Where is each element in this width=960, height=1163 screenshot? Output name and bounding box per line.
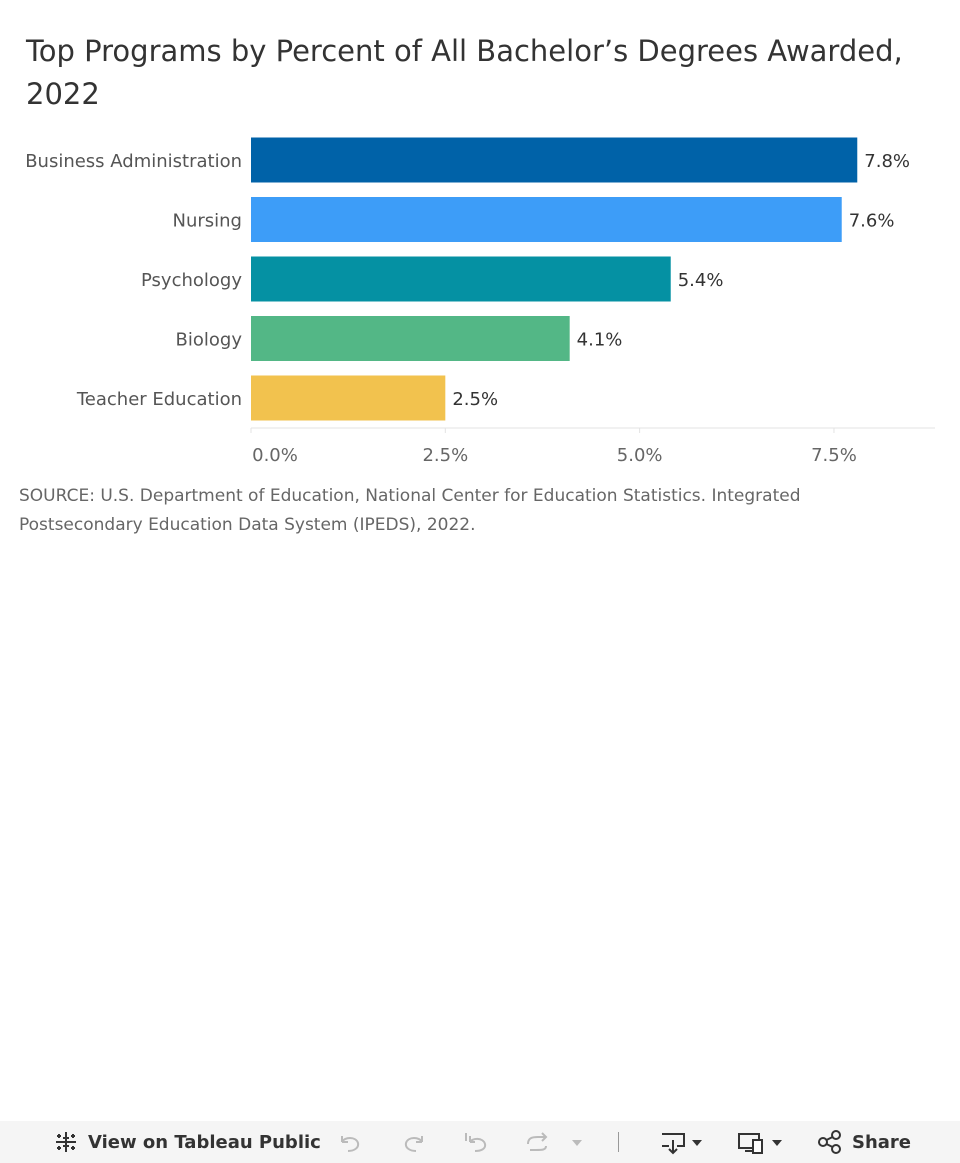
category-label: Teacher Education <box>76 389 242 410</box>
bar-4 <box>251 316 570 361</box>
undo-button[interactable] <box>336 1121 364 1163</box>
value-label: 4.1% <box>577 330 623 351</box>
value-label: 7.6% <box>849 211 895 232</box>
bar-chart: Business Administration 7.8% Nursing 7.6% Ps… <box>25 137 935 466</box>
x-tick-label: 5.0% <box>617 445 663 466</box>
device-preview-button[interactable] <box>736 1121 786 1163</box>
bar-1 <box>251 137 858 183</box>
chart-title: Top Programs by Percent of All Bachelor’… <box>26 34 903 111</box>
category-label: Biology <box>176 330 243 351</box>
redo-button[interactable] <box>400 1121 428 1163</box>
share-button[interactable]: Share <box>816 1121 911 1163</box>
revert-button[interactable] <box>462 1121 490 1163</box>
view-on-tableau-label: View on Tableau Public <box>88 1131 321 1153</box>
download-icon <box>662 1133 702 1155</box>
bar-5 <box>251 375 446 421</box>
bar-2 <box>251 197 842 242</box>
x-tick-label: 7.5% <box>811 445 857 466</box>
share-label: Share <box>852 1131 912 1153</box>
tableau-toolbar: View on Tableau Public <box>0 1121 960 1163</box>
tableau-logo-icon <box>56 1132 76 1152</box>
view-on-tableau-button[interactable]: View on Tableau Public <box>52 1121 321 1163</box>
value-label: 2.5% <box>452 389 498 410</box>
share-icon <box>818 1130 841 1154</box>
chevron-down-icon <box>572 1140 582 1146</box>
category-label: Psychology <box>141 270 242 291</box>
pause-dropdown-button[interactable] <box>570 1121 584 1163</box>
bar-3 <box>251 256 671 302</box>
x-tick-label: 0.0% <box>252 445 298 466</box>
category-label: Business Administration <box>25 151 242 172</box>
download-button[interactable] <box>658 1121 706 1163</box>
value-label: 7.8% <box>864 151 910 172</box>
revert-icon <box>465 1133 487 1152</box>
source-note: SOURCE: U.S. Department of Education, Na… <box>19 486 801 535</box>
x-tick-label: 2.5% <box>422 445 468 466</box>
device-icon <box>738 1133 782 1154</box>
refresh-button[interactable] <box>522 1121 552 1163</box>
category-label: Nursing <box>173 211 243 232</box>
toolbar-divider <box>618 1132 619 1152</box>
undo-icon <box>341 1136 360 1152</box>
refresh-icon <box>527 1132 548 1151</box>
value-label: 5.4% <box>678 270 724 291</box>
redo-icon <box>404 1136 423 1152</box>
